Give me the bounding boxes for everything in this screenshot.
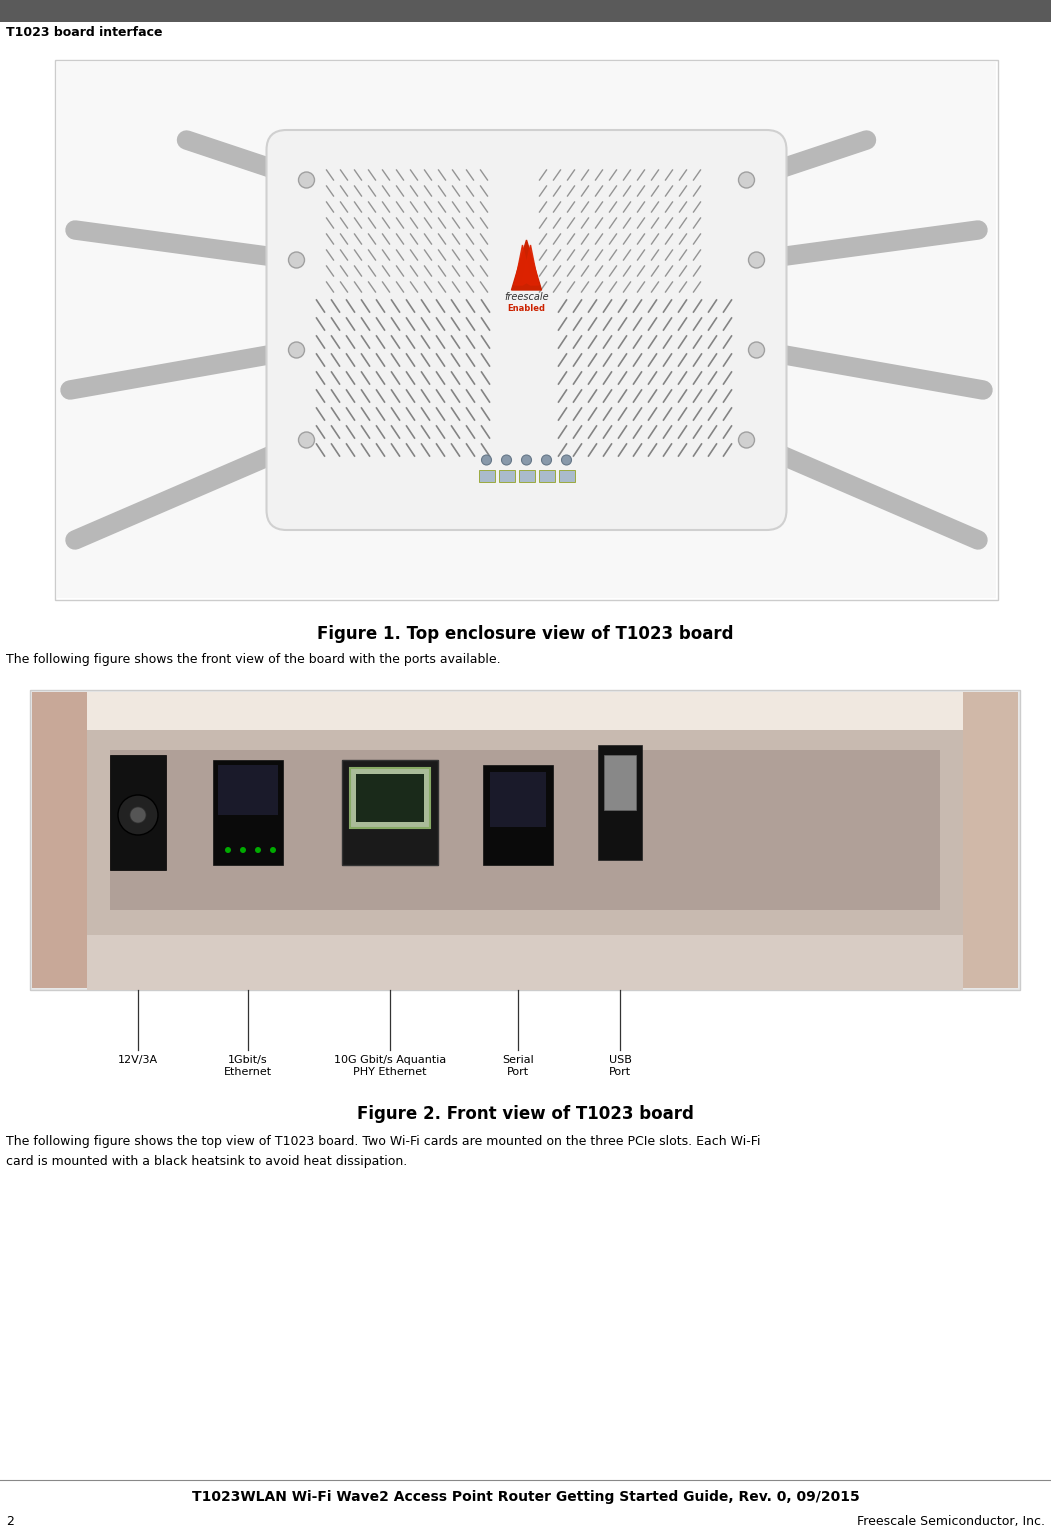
Circle shape [118, 795, 158, 834]
Circle shape [561, 456, 572, 465]
Polygon shape [522, 245, 538, 285]
Text: card is mounted with a black heatsink to avoid heat dissipation.: card is mounted with a black heatsink to… [6, 1155, 407, 1167]
Circle shape [481, 456, 492, 465]
Text: 10G Gbit/s Aquantia
PHY Ethernet: 10G Gbit/s Aquantia PHY Ethernet [334, 1055, 446, 1077]
Bar [55, 60, 998, 600]
Text: Figure 2. Front view of T1023 board: Figure 2. Front view of T1023 board [357, 1104, 694, 1123]
Bar [32, 692, 1018, 988]
Text: 2: 2 [6, 1516, 14, 1528]
Circle shape [739, 433, 755, 448]
Bar [558, 469, 575, 482]
Circle shape [501, 456, 512, 465]
Bar [0, 0, 1051, 21]
Bar [598, 746, 642, 861]
Circle shape [748, 342, 764, 357]
Text: T1023 board interface: T1023 board interface [6, 26, 163, 38]
Bar [356, 775, 424, 822]
Circle shape [270, 847, 276, 853]
Bar [110, 755, 166, 870]
Polygon shape [512, 239, 541, 290]
Circle shape [748, 252, 764, 268]
Circle shape [130, 807, 146, 824]
Text: The following figure shows the front view of the board with the ports available.: The following figure shows the front vie… [6, 653, 500, 666]
Text: Figure 1. Top enclosure view of T1023 board: Figure 1. Top enclosure view of T1023 bo… [317, 624, 734, 643]
Circle shape [541, 456, 552, 465]
Bar [87, 730, 963, 936]
Circle shape [739, 172, 755, 189]
Bar [604, 755, 636, 810]
Circle shape [255, 847, 261, 853]
Circle shape [225, 847, 231, 853]
Bar [538, 469, 555, 482]
Text: The following figure shows the top view of T1023 board. Two Wi-Fi cards are moun: The following figure shows the top view … [6, 1135, 761, 1147]
Bar [57, 61, 996, 598]
Bar [490, 772, 547, 827]
Bar [478, 469, 495, 482]
Bar [342, 759, 438, 865]
Text: freescale: freescale [504, 291, 549, 302]
Circle shape [240, 847, 246, 853]
Circle shape [298, 433, 314, 448]
Text: T1023WLAN Wi-Fi Wave2 Access Point Router Getting Started Guide, Rev. 0, 09/2015: T1023WLAN Wi-Fi Wave2 Access Point Route… [191, 1490, 860, 1503]
Bar [30, 690, 1021, 989]
Text: 12V/3A: 12V/3A [118, 1055, 158, 1065]
Circle shape [289, 252, 305, 268]
Bar [498, 469, 515, 482]
Circle shape [289, 342, 305, 357]
Text: Serial
Port: Serial Port [502, 1055, 534, 1077]
Text: Enabled: Enabled [508, 304, 545, 313]
FancyBboxPatch shape [267, 130, 786, 531]
Circle shape [521, 456, 532, 465]
Text: 1Gbit/s
Ethernet: 1Gbit/s Ethernet [224, 1055, 272, 1077]
Bar [963, 692, 1018, 988]
Bar [213, 759, 283, 865]
Bar [350, 769, 430, 828]
Text: Freescale Semiconductor, Inc.: Freescale Semiconductor, Inc. [857, 1516, 1045, 1528]
Bar [32, 692, 87, 988]
Bar [483, 765, 553, 865]
Bar [110, 750, 940, 910]
Bar [518, 469, 535, 482]
Bar [218, 765, 279, 815]
Text: USB
Port: USB Port [609, 1055, 632, 1077]
Circle shape [298, 172, 314, 189]
Polygon shape [515, 245, 531, 285]
Bar [87, 936, 963, 989]
Bar [87, 692, 963, 732]
